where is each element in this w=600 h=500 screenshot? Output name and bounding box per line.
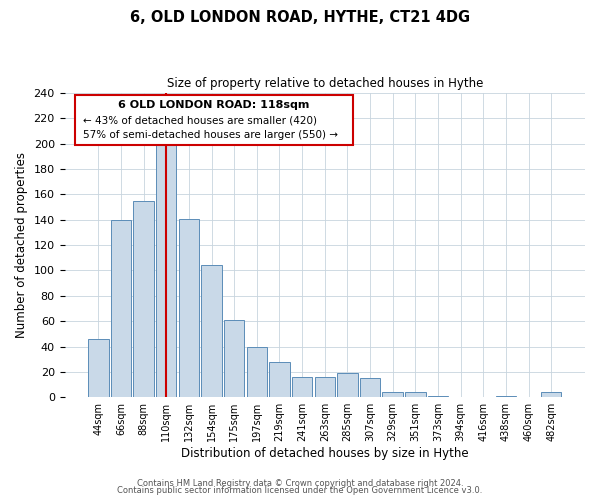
- Bar: [314, 377, 335, 397]
- X-axis label: Distribution of detached houses by size in Hythe: Distribution of detached houses by size …: [181, 447, 469, 460]
- Bar: [337, 373, 358, 397]
- Text: 6, OLD LONDON ROAD, HYTHE, CT21 4DG: 6, OLD LONDON ROAD, HYTHE, CT21 4DG: [130, 10, 470, 25]
- Bar: [269, 362, 290, 397]
- Bar: [541, 392, 562, 397]
- Text: Contains public sector information licensed under the Open Government Licence v3: Contains public sector information licen…: [118, 486, 482, 495]
- Bar: [202, 266, 222, 397]
- Text: ← 43% of detached houses are smaller (420): ← 43% of detached houses are smaller (42…: [83, 116, 317, 126]
- FancyBboxPatch shape: [75, 94, 353, 145]
- Bar: [382, 392, 403, 397]
- Bar: [224, 320, 244, 397]
- Y-axis label: Number of detached properties: Number of detached properties: [15, 152, 28, 338]
- Bar: [88, 339, 109, 397]
- Bar: [496, 396, 516, 397]
- Bar: [292, 377, 313, 397]
- Bar: [133, 201, 154, 397]
- Bar: [111, 220, 131, 397]
- Bar: [360, 378, 380, 397]
- Title: Size of property relative to detached houses in Hythe: Size of property relative to detached ho…: [167, 78, 483, 90]
- Text: Contains HM Land Registry data © Crown copyright and database right 2024.: Contains HM Land Registry data © Crown c…: [137, 478, 463, 488]
- Bar: [405, 392, 425, 397]
- Bar: [156, 144, 176, 397]
- Bar: [428, 396, 448, 397]
- Text: 57% of semi-detached houses are larger (550) →: 57% of semi-detached houses are larger (…: [83, 130, 338, 140]
- Bar: [179, 218, 199, 397]
- Bar: [247, 346, 267, 397]
- Text: 6 OLD LONDON ROAD: 118sqm: 6 OLD LONDON ROAD: 118sqm: [118, 100, 310, 110]
